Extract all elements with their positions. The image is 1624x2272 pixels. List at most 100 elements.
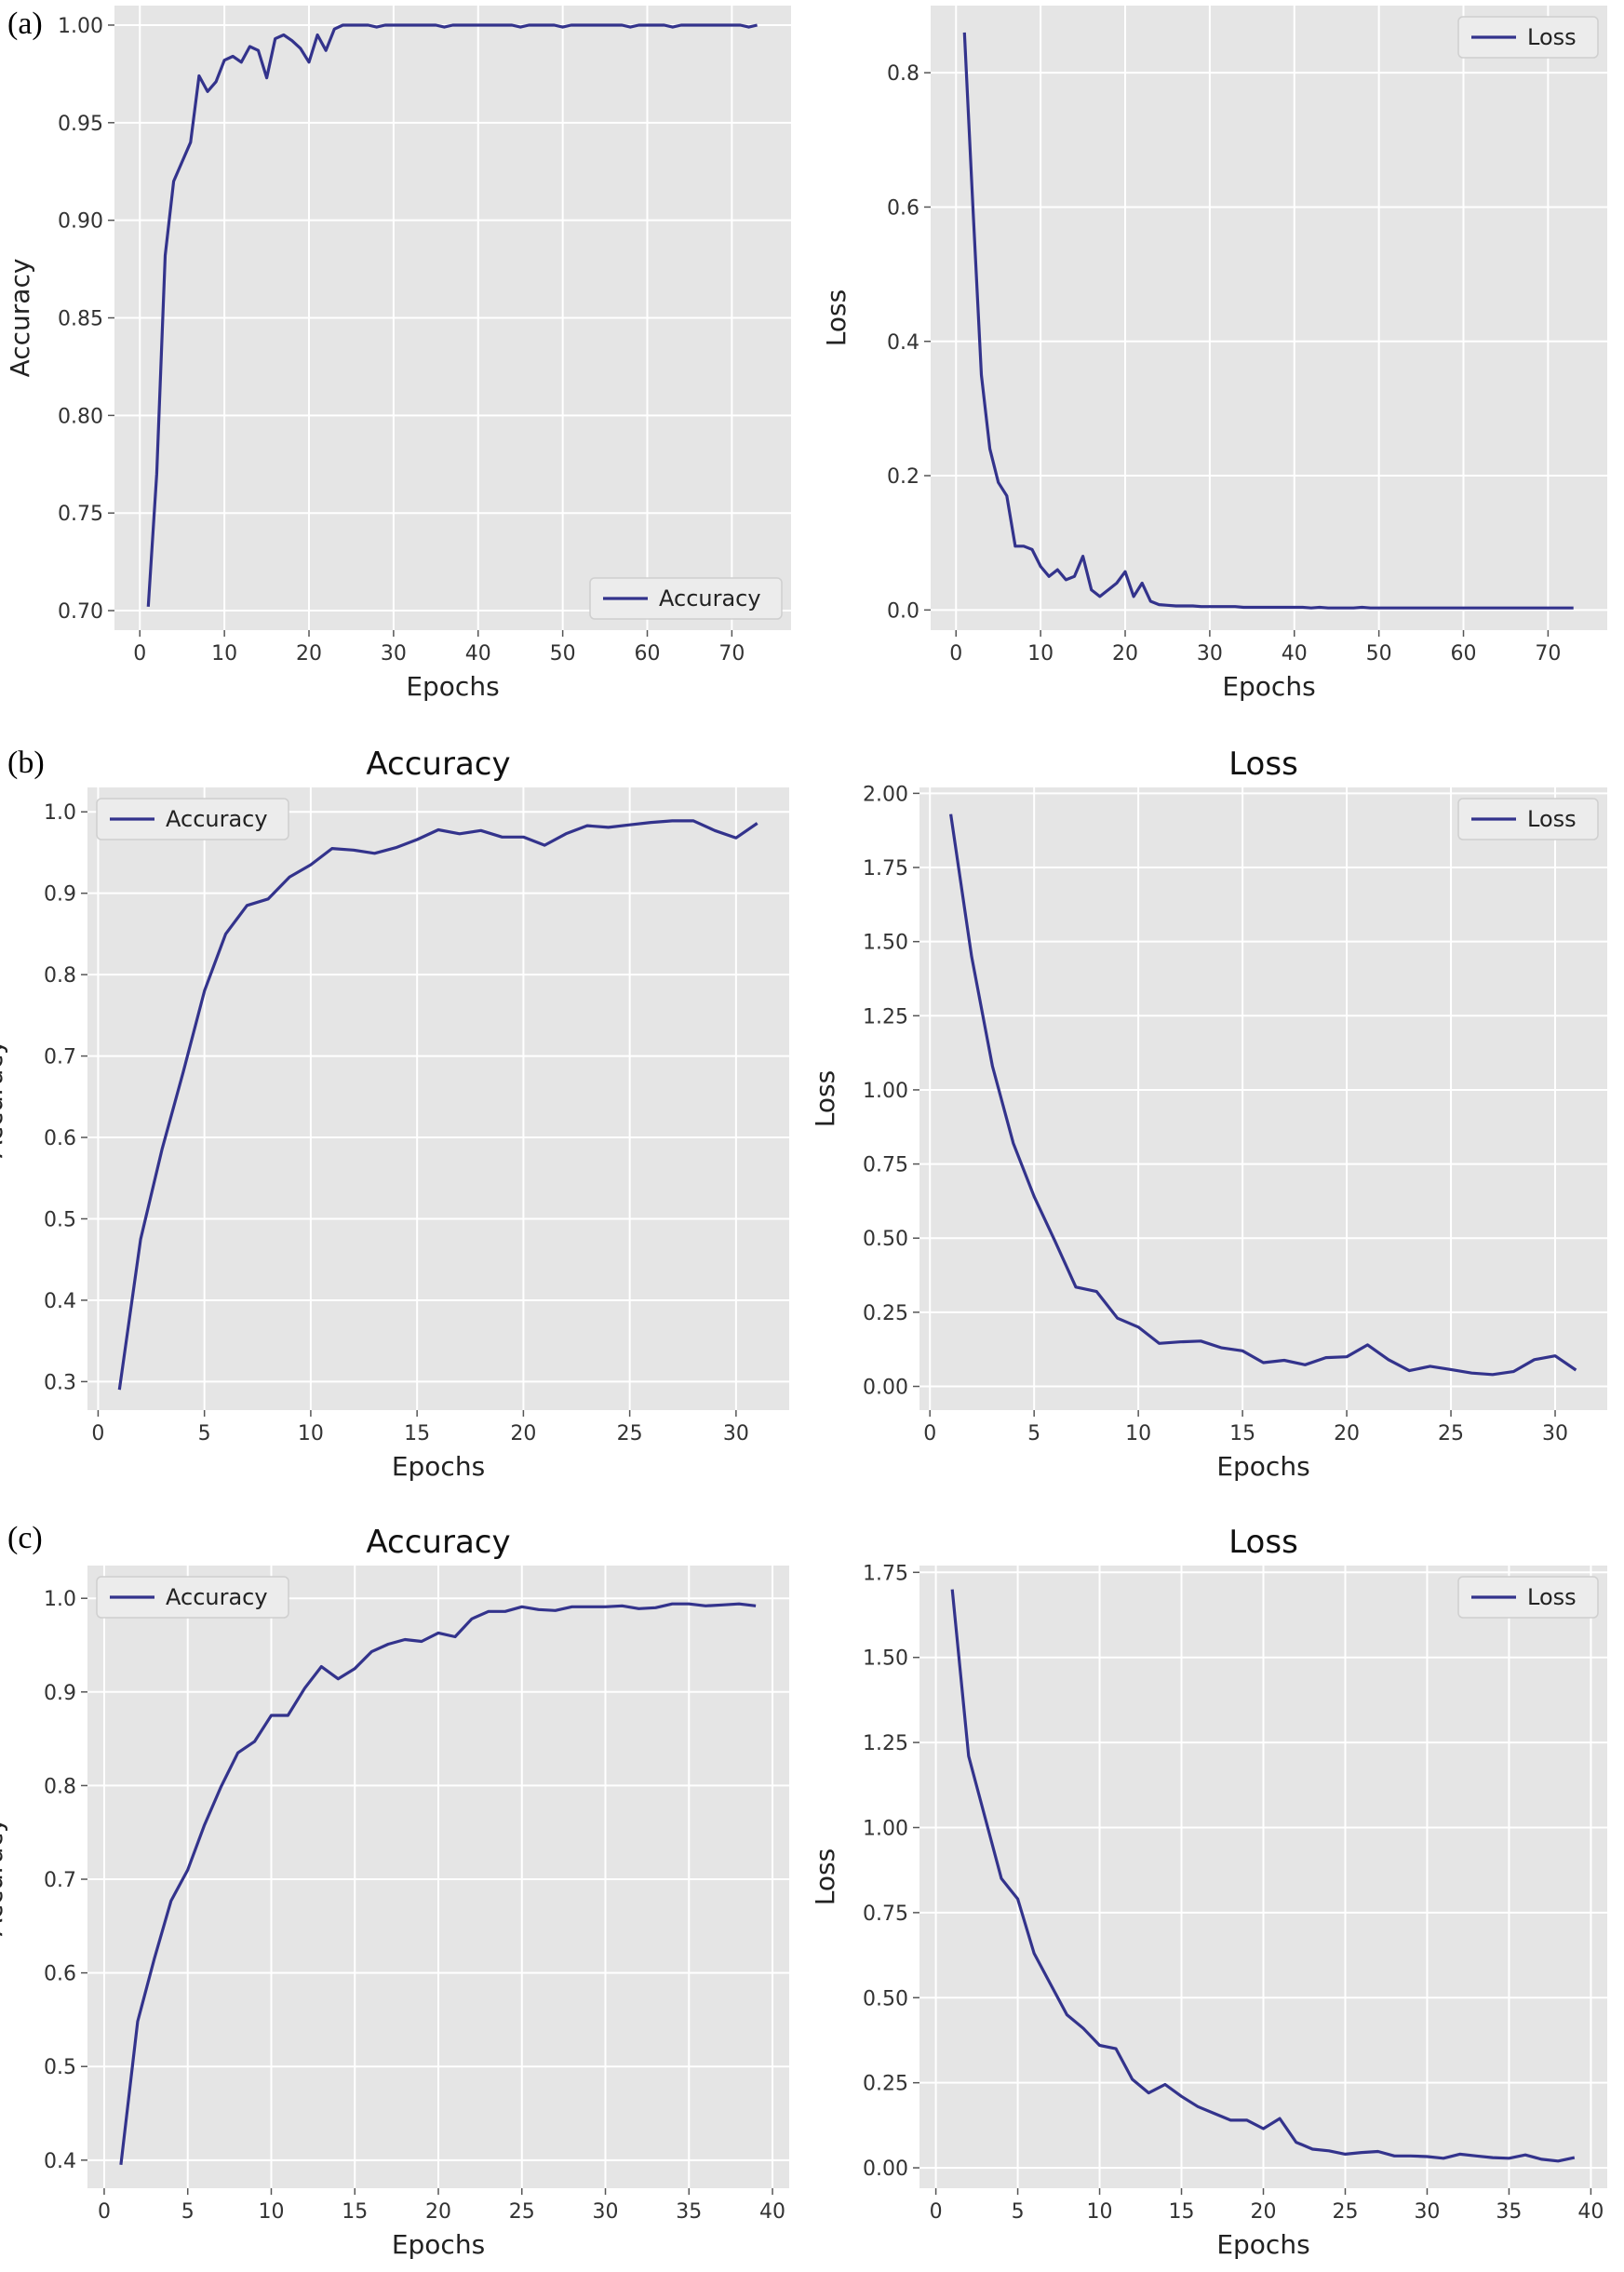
y-tick-label: 1.0 <box>44 1588 76 1611</box>
y-tick-label: 0.85 <box>58 308 103 331</box>
x-tick-label: 40 <box>1577 2200 1604 2224</box>
y-tick-label: 0.6 <box>44 1963 76 1986</box>
x-tick-label: 35 <box>1496 2200 1522 2224</box>
y-tick-label: 0.00 <box>863 2158 908 2181</box>
x-tick-label: 30 <box>1414 2200 1440 2224</box>
x-tick-label: 10 <box>258 2200 284 2224</box>
legend: Loss <box>1457 798 1599 840</box>
x-tick-label: 0 <box>923 1422 936 1445</box>
y-tick-label: 0.8 <box>887 62 919 86</box>
b-accuracy-chart: 0 5 10 15 20 25 30 0.3 0.4 0.5 0.6 0.7 0.8 0.9 1.0 Epoc… <box>0 746 789 1482</box>
y-tick-label: 0.80 <box>58 405 103 428</box>
y-tick-label: 0.7 <box>44 1869 76 1892</box>
x-tick-label: 25 <box>617 1422 643 1445</box>
y-axis-label: Accuracy <box>0 1818 8 1937</box>
chart-title: Accuracy <box>366 1524 510 1561</box>
y-tick-label: 1.50 <box>863 932 908 955</box>
chart-title: Accuracy <box>366 746 510 783</box>
plot-area <box>87 787 789 1410</box>
y-tick-label: 0.8 <box>44 1775 76 1798</box>
x-tick-label: 20 <box>1251 2200 1277 2224</box>
legend: Accuracy <box>96 1576 289 1619</box>
y-tick-label: 0.4 <box>44 1290 76 1313</box>
x-axis-label: Epochs <box>392 1451 485 1482</box>
y-tick-label: 0.2 <box>887 465 919 489</box>
legend-box <box>1457 798 1599 840</box>
a-loss-chart: 0 10 20 30 40 50 60 70 0.0 0.2 0.4 0.6 0.8 Epochs Loss… <box>821 6 1607 702</box>
x-tick-label: 20 <box>425 2200 451 2224</box>
x-axis-label: Epochs <box>406 671 499 702</box>
y-axis-label: Loss <box>821 289 852 346</box>
x-tick-label: 10 <box>211 642 237 665</box>
x-tick-label: 0 <box>930 2200 943 2224</box>
plot-area <box>931 6 1607 630</box>
a-accuracy-chart: 0 10 20 30 40 50 60 70 0.70 0.75 0.80 0.85 0.90 0.95 1… <box>5 6 791 702</box>
x-tick-label: 15 <box>1229 1422 1255 1445</box>
x-tick-label: 60 <box>635 642 661 665</box>
x-tick-label: 5 <box>1012 2200 1025 2224</box>
y-tick-label: 0.7 <box>44 1046 76 1069</box>
x-tick-label: 0 <box>98 2200 111 2224</box>
y-tick-label: 0.00 <box>863 1377 908 1400</box>
y-tick-label: 0.95 <box>58 113 103 136</box>
y-tick-label: 0.25 <box>863 2073 908 2096</box>
x-axis-label: Epochs <box>1222 671 1315 702</box>
x-tick-label: 70 <box>1535 642 1561 665</box>
x-tick-label: 0 <box>949 642 962 665</box>
y-tick-label: 0.5 <box>44 2056 76 2079</box>
c-loss-chart: 0 5 10 15 20 25 30 35 40 0.00 0.25 0.50 0.75 1.00 1.25… <box>810 1524 1607 2260</box>
y-tick-label: 1.00 <box>863 1817 908 1840</box>
y-tick-label: 0.3 <box>44 1371 76 1394</box>
panel-label-a: (a) <box>7 7 43 41</box>
legend: Accuracy <box>589 577 783 620</box>
x-tick-label: 40 <box>1282 642 1308 665</box>
legend: Accuracy <box>96 798 289 840</box>
legend-box <box>1457 1576 1599 1619</box>
x-tick-label: 30 <box>723 1422 749 1445</box>
y-tick-label: 0.9 <box>44 1682 76 1705</box>
legend: Loss <box>1457 16 1599 59</box>
b-loss-chart: 0 5 10 15 20 25 30 0.00 0.25 0.50 0.75 1.00 1.25 1.50… <box>810 746 1607 1482</box>
x-tick-label: 20 <box>510 1422 536 1445</box>
x-tick-label: 50 <box>550 642 576 665</box>
x-tick-label: 60 <box>1451 642 1477 665</box>
x-tick-label: 35 <box>676 2200 702 2224</box>
legend-box <box>589 577 783 620</box>
plots-container: 0 10 20 30 40 50 60 700.700.750.800.850.900.951… <box>0 6 1607 2260</box>
y-tick-label: 0.8 <box>44 964 76 988</box>
y-tick-label: 1.25 <box>863 1732 908 1755</box>
x-tick-label: 40 <box>759 2200 785 2224</box>
x-tick-label: 25 <box>509 2200 535 2224</box>
y-axis-label: Accuracy <box>5 259 35 378</box>
x-tick-label: 30 <box>1197 642 1223 665</box>
y-tick-label: 1.50 <box>863 1647 908 1671</box>
y-tick-label: 1.75 <box>863 1562 908 1585</box>
y-tick-label: 1.00 <box>863 1080 908 1103</box>
x-tick-label: 70 <box>718 642 745 665</box>
legend-box <box>96 1576 289 1619</box>
y-tick-label: 1.25 <box>863 1005 908 1028</box>
x-tick-label: 20 <box>296 642 322 665</box>
x-tick-label: 20 <box>1334 1422 1360 1445</box>
x-tick-label: 5 <box>181 2200 195 2224</box>
x-tick-label: 15 <box>1169 2200 1195 2224</box>
y-tick-label: 2.00 <box>863 783 908 806</box>
legend-box <box>1457 16 1599 59</box>
y-tick-label: 0.6 <box>887 196 919 220</box>
y-tick-label: 0.70 <box>58 600 103 624</box>
y-axis-label: Accuracy <box>0 1040 8 1159</box>
chart-title: Loss <box>1228 1524 1298 1561</box>
chart-title: Loss <box>1228 746 1298 783</box>
y-tick-label: 0.4 <box>887 331 919 355</box>
legend-label: Accuracy <box>166 1584 268 1610</box>
x-axis-label: Epochs <box>1216 2229 1309 2260</box>
x-tick-label: 25 <box>1332 2200 1358 2224</box>
y-tick-label: 1.75 <box>863 857 908 881</box>
x-tick-label: 10 <box>1125 1422 1151 1445</box>
legend-label: Accuracy <box>659 585 761 612</box>
plot-area <box>919 787 1607 1410</box>
x-tick-label: 30 <box>1542 1422 1568 1445</box>
x-tick-label: 10 <box>1027 642 1054 665</box>
y-tick-label: 0.75 <box>58 503 103 526</box>
